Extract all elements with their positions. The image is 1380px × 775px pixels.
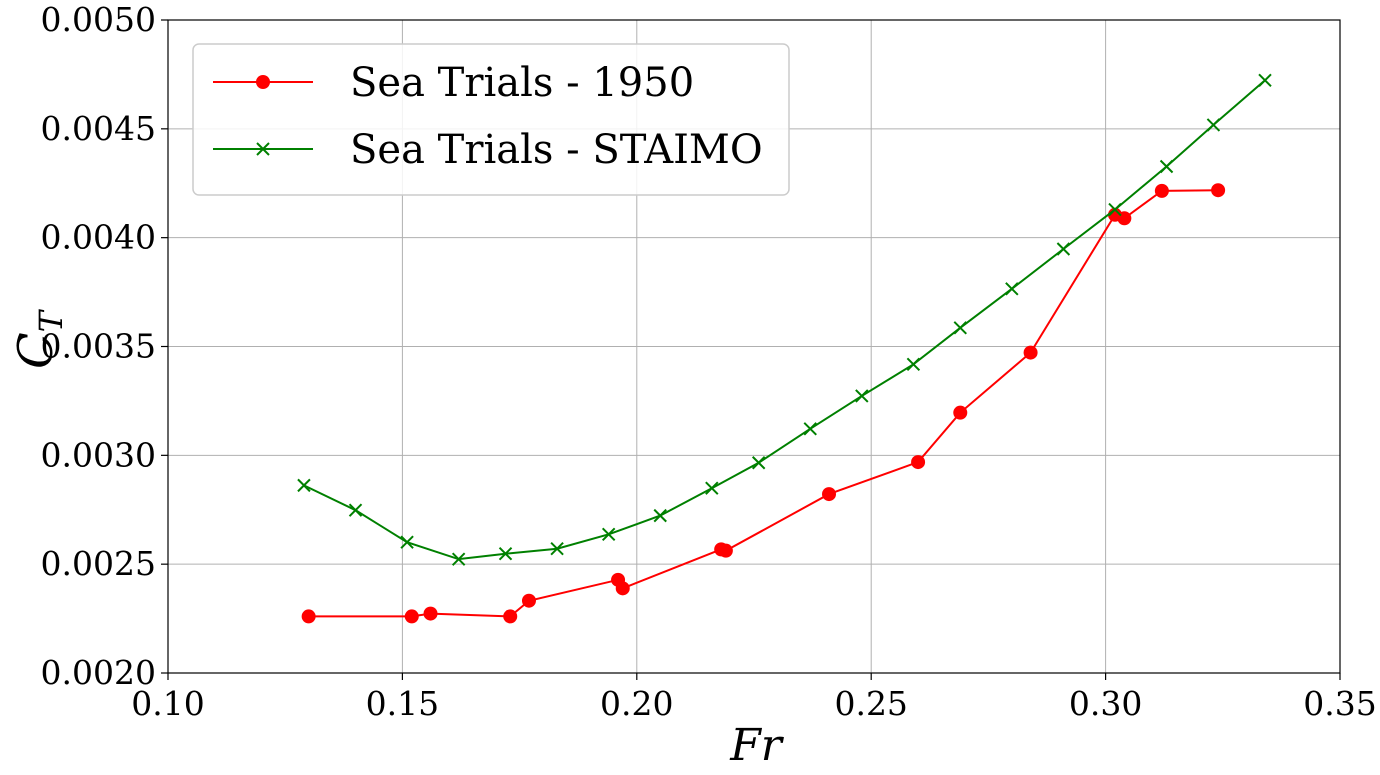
y-tick-label: 0.0035 bbox=[41, 327, 156, 366]
data-point bbox=[1206, 118, 1221, 132]
series-line bbox=[308, 189, 1219, 618]
legend-marker bbox=[256, 142, 270, 156]
data-point bbox=[718, 543, 733, 558]
data-point bbox=[1159, 159, 1174, 174]
y-tick-label: 0.0030 bbox=[41, 435, 156, 474]
legend-label: Sea Trials - STAIMO bbox=[350, 127, 763, 173]
legend-marker bbox=[256, 75, 270, 89]
x-tick-label: 0.10 bbox=[131, 684, 204, 723]
legend: Sea Trials - 1950 Sea Trials - STAIMO bbox=[192, 43, 790, 196]
x-tick-label: 0.15 bbox=[366, 684, 439, 723]
x-axis-label: Fr bbox=[729, 720, 785, 771]
series-line bbox=[303, 79, 1266, 561]
data-point bbox=[1154, 183, 1169, 198]
data-point bbox=[1023, 345, 1038, 360]
data-point bbox=[906, 357, 921, 372]
data-point bbox=[705, 481, 719, 495]
data-point bbox=[297, 478, 311, 493]
data-point bbox=[953, 321, 967, 335]
y-tick-label: 0.0040 bbox=[41, 218, 156, 257]
data-point bbox=[503, 609, 518, 624]
data-point bbox=[953, 405, 968, 420]
series-layer bbox=[297, 73, 1272, 624]
data-point bbox=[615, 581, 630, 596]
data-point bbox=[301, 609, 316, 624]
legend-label: Sea Trials - 1950 bbox=[350, 60, 694, 106]
data-point bbox=[404, 609, 419, 624]
y-axis-label: CT bbox=[8, 308, 70, 369]
data-point bbox=[348, 503, 363, 517]
data-point bbox=[1108, 202, 1122, 217]
x-tick-label: 0.35 bbox=[1303, 684, 1376, 723]
data-point bbox=[751, 456, 766, 470]
data-point bbox=[1005, 282, 1019, 296]
data-point bbox=[822, 487, 837, 502]
y-tick-label: 0.0020 bbox=[41, 653, 156, 692]
y-axis-label-sub: T bbox=[32, 308, 70, 332]
series-1 bbox=[301, 183, 1226, 624]
legend-entry-1: Sea Trials - 1950 bbox=[213, 60, 694, 106]
data-point bbox=[855, 389, 869, 403]
data-point bbox=[400, 535, 414, 549]
x-tick-label: 0.30 bbox=[1069, 684, 1142, 723]
x-tick-label: 0.25 bbox=[834, 684, 907, 723]
legend-box bbox=[192, 43, 790, 196]
y-tick-label: 0.0045 bbox=[41, 109, 156, 148]
data-point bbox=[1258, 73, 1272, 88]
data-point bbox=[521, 593, 536, 608]
svg-text:CT: CT bbox=[8, 308, 70, 369]
y-tick-label: 0.0025 bbox=[41, 544, 156, 583]
data-point bbox=[1056, 242, 1071, 256]
data-point bbox=[601, 527, 616, 542]
ticks: 0.10 0.15 0.20 0.25 0.30 0.35 0.0020 0.0025 0.00… bbox=[41, 0, 1377, 723]
data-point bbox=[1211, 183, 1226, 198]
y-axis-label-main: C bbox=[8, 332, 64, 369]
series-2 bbox=[297, 73, 1272, 566]
data-point bbox=[653, 508, 667, 523]
data-point bbox=[803, 422, 817, 436]
y-tick-label: 0.0050 bbox=[41, 0, 156, 39]
data-point bbox=[451, 552, 466, 566]
data-point bbox=[550, 542, 564, 556]
data-point bbox=[423, 606, 438, 621]
legend-entry-2: Sea Trials - STAIMO bbox=[213, 127, 763, 173]
x-tick-label: 0.20 bbox=[600, 684, 673, 723]
data-point bbox=[911, 455, 926, 470]
data-point bbox=[498, 547, 513, 561]
